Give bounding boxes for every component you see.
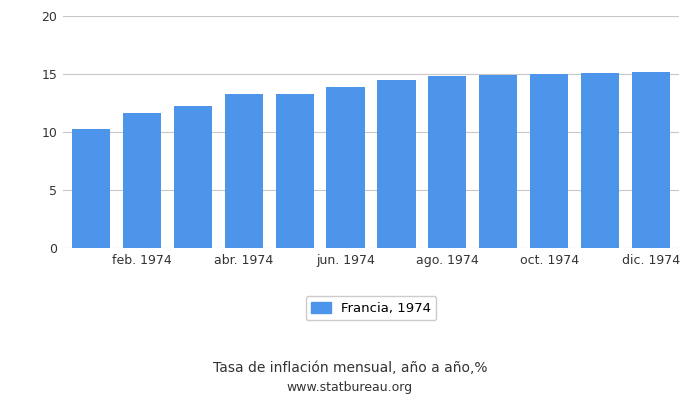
Bar (377, 80, 416, 248)
Bar (428, 76, 466, 248)
Bar (581, 73, 620, 248)
Bar (530, 74, 568, 248)
Bar (225, 94, 262, 248)
Bar (632, 72, 670, 248)
Text: www.statbureau.org: www.statbureau.org (287, 382, 413, 394)
Bar (174, 106, 212, 248)
Bar (276, 94, 314, 248)
Text: Tasa de inflación mensual, año a año,%: Tasa de inflación mensual, año a año,% (213, 361, 487, 375)
Legend: Francia, 1974: Francia, 1974 (305, 296, 437, 320)
Bar (326, 87, 365, 248)
Bar (122, 114, 161, 248)
Bar (72, 128, 110, 248)
Bar (480, 75, 517, 248)
